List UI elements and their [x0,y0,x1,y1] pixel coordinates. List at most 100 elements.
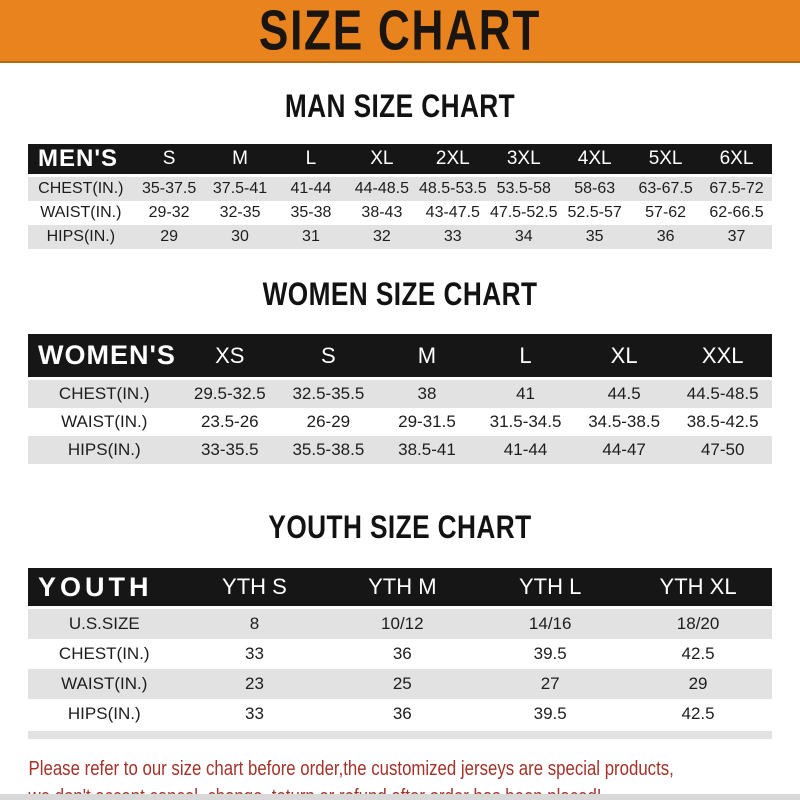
table-row: WAIST(IN.) 29-32 32-35 35-38 38-43 43-47.5 47.… [28,201,772,225]
banner: SIZE CHART [0,0,800,63]
size-value-cell: 42.5 [681,704,715,723]
section-heading-youth: YOUTH SIZE CHART [268,509,532,545]
size-value-cell: 8 [249,614,260,633]
table-row: HIPS(IN.) 29 30 31 32 33 34 35 36 37 [28,225,772,249]
size-value-cell: 41-44 [503,440,548,459]
size-value-cell: 38.5-41 [398,440,456,459]
size-value-cell: 41-44 [290,180,332,197]
size-value-cell: 32 [372,228,391,245]
size-column-header: 4XL [577,148,612,169]
section-men: MAN SIZE CHART MEN'S S M L XL 2XL 3XL 4XL 5XL 6XL C… [0,88,800,249]
size-column-header: 2XL [435,148,470,169]
row-label: HIPS(IN.) [46,228,116,245]
row-label: HIPS(IN.) [67,440,141,459]
table-row: CHEST(IN.) 29.5-32.5 32.5-35.5 38 41 44.5 44.5… [28,380,772,408]
size-value-cell: 35.5-38.5 [292,440,365,459]
size-value-cell: 33 [244,644,264,663]
size-value-cell: 35-37.5 [141,180,197,197]
row-label: U.S.SIZE [68,614,140,633]
size-value-cell: 14/16 [528,614,572,633]
size-column-header: YTH XL [659,574,737,599]
size-value-cell: 37.5-41 [212,180,268,197]
size-column-header: XL [610,342,638,368]
size-value-cell: 31 [302,228,320,245]
table-row: HIPS(IN.) 33 36 39.5 42.5 [28,699,772,729]
size-value-cell: 38-43 [361,204,403,221]
size-value-cell: 10/12 [381,614,424,633]
size-value-cell: 39.5 [533,704,567,723]
size-column-header: L [305,148,317,169]
size-table-women: WOMEN'S XS S M L XL XXL CHEST(IN.) 29.5-32.5 32.5… [28,334,772,464]
size-value-cell: 38 [417,384,437,403]
table-header-label: MEN'S [38,145,119,172]
size-value-cell: 47.5-52.5 [489,204,558,221]
notice-line-1: Please refer to our size chart before or… [28,758,674,780]
size-value-cell: 36 [656,228,675,245]
size-value-cell: 63-67.5 [638,180,693,197]
size-column-header: YTH M [368,574,437,599]
table-row: CHEST(IN.) 33 36 39.5 42.5 [28,639,772,669]
size-value-cell: 36 [392,704,412,723]
size-value-cell: 44-47 [602,440,646,459]
size-value-cell: 18/20 [676,614,720,633]
size-value-cell: 34 [514,228,533,245]
size-value-cell: 29 [688,674,708,693]
size-value-cell: 25 [392,674,412,693]
size-value-cell: 53.5-58 [496,180,551,197]
page-title: SIZE CHART [258,0,542,62]
size-value-cell: 31.5-34.5 [489,412,562,431]
size-value-cell: 34.5-38.5 [588,412,661,431]
size-value-cell: 23 [244,674,264,693]
section-heading-men: MAN SIZE CHART [284,88,516,124]
table-row: U.S.SIZE 8 10/12 14/16 18/20 [28,609,772,639]
size-table-youth: YOUTH YTH S YTH M YTH L YTH XL U.S.SIZE 8 10/12… [28,568,772,739]
size-column-header: M [417,342,437,368]
size-column-header: S [162,148,176,169]
section-women: WOMEN SIZE CHART WOMEN'S XS S M L XL XXL CHEST(I… [0,276,800,464]
size-value-cell: 39.5 [533,644,567,663]
size-value-cell: 43-47.5 [425,204,480,221]
table-header-label: WOMEN'S [38,340,176,370]
size-column-header: L [519,342,532,368]
table-header-row-women: WOMEN'S XS S M L XL XXL [28,334,772,377]
row-label: CHEST(IN.) [38,180,124,197]
size-value-cell: 62-66.5 [709,204,764,221]
row-label: CHEST(IN.) [58,384,150,403]
size-value-cell: 29.5-32.5 [193,384,266,403]
size-value-cell: 36 [392,644,412,663]
table-row: HIPS(IN.) 33-35.5 35.5-38.5 38.5-41 41-44 44-… [28,436,772,464]
size-value-cell: 37 [727,228,746,245]
size-column-header: XL [370,148,394,169]
size-value-cell: 52.5-57 [567,204,622,221]
size-value-cell: 38.5-42.5 [686,412,759,431]
size-value-cell: 44.5-48.5 [686,384,759,403]
size-column-header: 3XL [506,148,541,169]
size-value-cell: 33-35.5 [200,440,259,459]
row-label: WAIST(IN.) [61,674,148,693]
row-label: HIPS(IN.) [67,704,141,723]
size-value-cell: 58-63 [574,180,616,197]
size-value-cell: 67.5-72 [709,180,764,197]
section-heading-women: WOMEN SIZE CHART [262,276,538,312]
size-value-cell: 33 [244,704,264,723]
size-value-cell: 35 [585,228,604,245]
size-value-cell: 29 [160,228,178,245]
size-value-cell: 41 [516,384,535,403]
size-value-cell: 57-62 [645,204,687,221]
size-value-cell: 23.5-26 [200,412,259,431]
size-value-cell: 33 [443,228,462,245]
row-label: WAIST(IN.) [40,204,122,221]
size-table-men: MEN'S S M L XL 2XL 3XL 4XL 5XL 6XL CHEST(IN.) 35-37… [28,144,772,249]
table-row: CHEST(IN.) 35-37.5 37.5-41 41-44 44-48.5 48.5… [28,177,772,201]
table-header-row-men: MEN'S S M L XL 2XL 3XL 4XL 5XL 6XL [28,144,772,174]
size-column-header: S [321,342,336,368]
size-value-cell: 27 [540,674,560,693]
size-value-cell: 44.5 [607,384,641,403]
table-header-row-youth: YOUTH YTH S YTH M YTH L YTH XL [28,568,772,606]
size-value-cell: 42.5 [681,644,715,663]
size-value-cell: 30 [231,228,249,245]
size-value-cell: 32.5-35.5 [292,384,365,403]
size-chart-sections: MAN SIZE CHART MEN'S S M L XL 2XL 3XL 4XL 5XL 6XL C… [0,88,800,739]
size-value-cell: 44-48.5 [354,180,410,197]
size-value-cell: 48.5-53.5 [419,180,487,197]
